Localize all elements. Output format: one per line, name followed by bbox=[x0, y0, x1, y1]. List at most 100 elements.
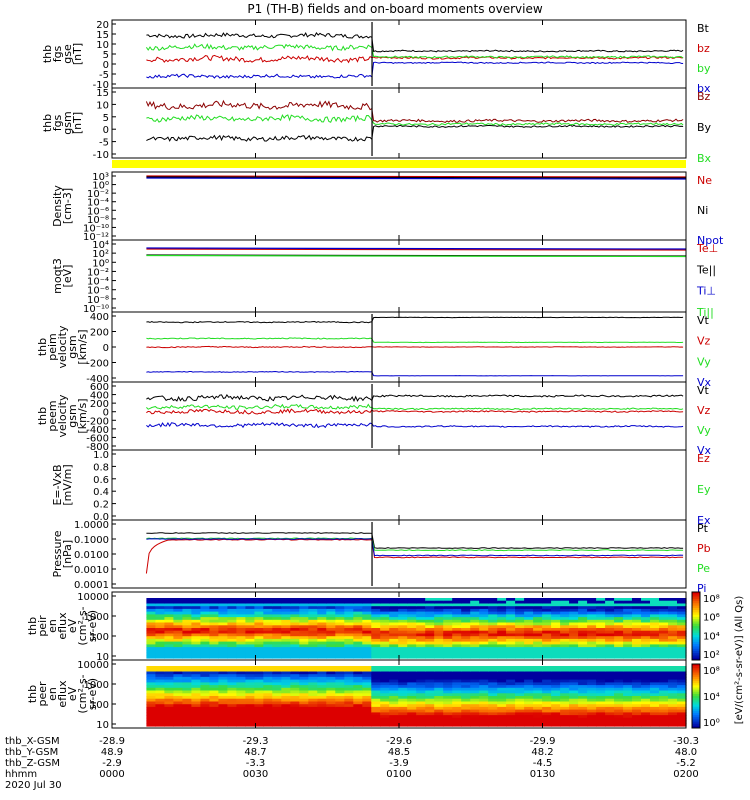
peer_eflux-cell bbox=[587, 717, 597, 722]
peer_eflux-cell bbox=[362, 698, 372, 702]
peer_eflux-cell bbox=[470, 706, 480, 711]
peer_eflux-cell bbox=[371, 723, 381, 727]
peir_eflux-cell bbox=[182, 598, 192, 602]
peir_eflux-cell bbox=[407, 655, 417, 659]
peer_eflux-cell bbox=[299, 687, 309, 692]
peir_eflux-cell bbox=[668, 625, 678, 629]
fgs_gsm-ytick-label: 5 bbox=[103, 113, 109, 124]
peer_eflux-cell bbox=[650, 701, 660, 705]
peer_eflux-cell bbox=[371, 706, 381, 711]
peer_eflux-cell bbox=[218, 717, 228, 722]
peer_eflux-cell bbox=[200, 676, 210, 681]
peer_eflux-cell bbox=[335, 671, 345, 675]
peir_eflux-cell bbox=[326, 614, 336, 618]
peir_eflux-cell bbox=[425, 608, 435, 613]
peir_eflux-cell bbox=[416, 633, 426, 637]
peir_eflux-cell bbox=[533, 600, 543, 604]
peir_eflux-cell bbox=[560, 598, 570, 602]
peer_eflux-cell bbox=[425, 701, 435, 705]
peir_eflux-cell bbox=[506, 625, 516, 629]
peer_eflux-cell bbox=[587, 696, 597, 700]
peer_eflux-cell bbox=[641, 674, 651, 678]
peir_eflux-cell bbox=[407, 630, 417, 634]
peir_eflux-cell bbox=[353, 625, 363, 629]
peer_eflux-cell bbox=[524, 693, 534, 697]
peer_eflux-cell bbox=[146, 690, 156, 694]
peir_eflux-cell bbox=[281, 600, 291, 604]
bottom-row-value: 0100 bbox=[386, 769, 411, 780]
fgs_gse-frame bbox=[111, 19, 687, 89]
peer_eflux-cell bbox=[353, 720, 363, 724]
peir_eflux-cell bbox=[371, 619, 381, 624]
bottom-row-value: 0000 bbox=[99, 769, 124, 780]
peer_eflux-cell bbox=[335, 679, 345, 683]
peir_eflux-cell bbox=[146, 655, 156, 659]
peir_eflux-cell bbox=[524, 633, 534, 637]
peer_eflux-cell bbox=[677, 706, 687, 711]
peir_eflux-cell bbox=[515, 619, 525, 624]
peer_eflux-cell bbox=[407, 712, 417, 716]
peer_eflux-cell bbox=[236, 723, 246, 727]
peer_eflux-cell bbox=[146, 696, 156, 700]
peir_eflux-cell bbox=[182, 625, 192, 629]
peir_eflux-cell bbox=[596, 655, 606, 659]
peer_eflux-cell bbox=[290, 687, 300, 692]
colorbar-upper-swatch bbox=[692, 610, 700, 613]
peer_eflux-cell bbox=[452, 717, 462, 722]
peer_eflux-cell bbox=[371, 717, 381, 722]
peir_eflux-cell bbox=[560, 641, 570, 645]
peer_eflux-cell bbox=[146, 712, 156, 716]
peer_eflux-cell bbox=[389, 666, 399, 670]
peir_eflux-cell bbox=[245, 619, 255, 624]
peer_eflux-cell bbox=[191, 682, 201, 686]
peir_eflux-cell bbox=[659, 600, 669, 604]
fgs_gse-ylabel: gse bbox=[61, 44, 74, 64]
peir_eflux-cell bbox=[578, 655, 588, 659]
peer_eflux-cell bbox=[371, 701, 381, 705]
colorbar-upper-swatch bbox=[692, 626, 700, 629]
peer_eflux-cell bbox=[209, 682, 219, 686]
peer_eflux-cell bbox=[254, 687, 264, 692]
peer_eflux-cell bbox=[281, 666, 291, 670]
peer_eflux-cell bbox=[407, 682, 417, 686]
peir_eflux-cell bbox=[461, 628, 471, 632]
bottom-row-value: -4.5 bbox=[533, 758, 553, 769]
peir_eflux-cell bbox=[182, 638, 192, 643]
peir_eflux-cell bbox=[641, 630, 651, 634]
peer_eflux-cell bbox=[623, 720, 633, 724]
peer_eflux-cell bbox=[407, 698, 417, 702]
peer_eflux-cell bbox=[542, 666, 552, 670]
peir_eflux-cell bbox=[461, 611, 471, 615]
peir_eflux-cell bbox=[416, 622, 426, 626]
peer_eflux-cell bbox=[398, 682, 408, 686]
peir_eflux-cell bbox=[164, 644, 174, 648]
peer_eflux-cell bbox=[659, 696, 669, 700]
peer_eflux-cell bbox=[398, 674, 408, 678]
peir_eflux-cell bbox=[146, 638, 156, 643]
peer_eflux-cell bbox=[632, 682, 642, 686]
peir_eflux-cell bbox=[479, 606, 489, 610]
peir_eflux-cell bbox=[353, 622, 363, 626]
peir_eflux-cell bbox=[263, 603, 273, 607]
peir_eflux-cell bbox=[434, 638, 444, 643]
peir_eflux-cell bbox=[146, 614, 156, 618]
peir_eflux-cell bbox=[353, 600, 363, 604]
peir_eflux-cell bbox=[650, 617, 660, 621]
efield-legend: Ey bbox=[697, 483, 711, 496]
peer_eflux-cell bbox=[506, 723, 516, 727]
peir_eflux-cell bbox=[182, 606, 192, 610]
peer_eflux-cell bbox=[362, 693, 372, 697]
peem_velocity-ytick-label: -600 bbox=[86, 433, 109, 444]
peer_eflux-cell bbox=[407, 704, 417, 708]
peir_eflux-cell bbox=[659, 614, 669, 618]
peer_eflux-cell bbox=[470, 712, 480, 716]
peir_eflux-cell bbox=[632, 652, 642, 656]
peer_eflux-cell bbox=[209, 712, 219, 716]
peir_eflux-cell bbox=[497, 600, 507, 604]
peer_eflux-cell bbox=[281, 715, 291, 719]
peir_eflux-cell bbox=[263, 617, 273, 621]
peer_eflux-cell bbox=[497, 674, 507, 678]
peer_eflux-cell bbox=[281, 723, 291, 727]
peer_eflux-cell bbox=[551, 715, 561, 719]
peir_eflux-cell bbox=[263, 636, 273, 640]
